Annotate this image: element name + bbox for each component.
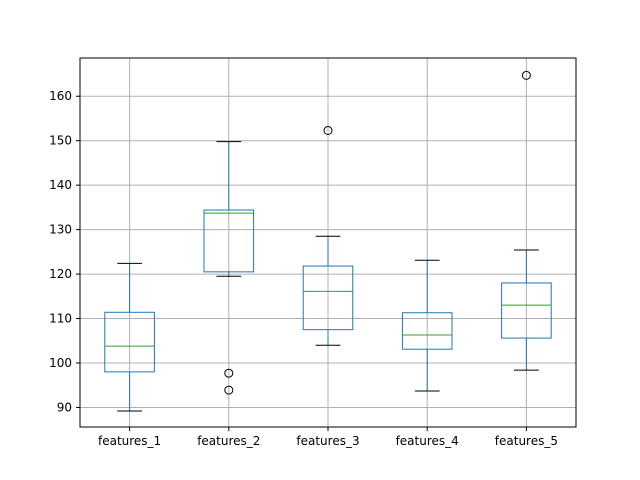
axis-ticks: 90 100 110 120 130 140 150 160 features_1 feature… bbox=[49, 89, 558, 448]
y-tick-label: 130 bbox=[49, 223, 72, 237]
x-tick-label: features_4 bbox=[396, 434, 459, 448]
x-tick-label: features_1 bbox=[98, 434, 161, 448]
x-tick-label: features_5 bbox=[495, 434, 558, 448]
x-tick-label: features_2 bbox=[197, 434, 260, 448]
iqr-box bbox=[501, 282, 552, 339]
box-group-features_4 bbox=[401, 259, 453, 392]
y-tick-label: 100 bbox=[49, 356, 72, 370]
box-group-features_1 bbox=[104, 262, 155, 412]
iqr-box bbox=[203, 209, 255, 273]
iqr-box bbox=[104, 311, 155, 373]
y-tick-label: 150 bbox=[49, 134, 72, 148]
box-elements bbox=[104, 70, 552, 412]
y-tick-label: 90 bbox=[57, 400, 72, 414]
x-tick-label: features_3 bbox=[296, 434, 359, 448]
outlier-point bbox=[521, 70, 531, 80]
outlier-point bbox=[224, 368, 234, 378]
box-group-features_5 bbox=[501, 70, 552, 371]
outlier-point bbox=[323, 125, 333, 135]
y-tick-label: 110 bbox=[49, 312, 72, 326]
y-tick-label: 160 bbox=[49, 89, 72, 103]
box-group-features_2 bbox=[203, 141, 255, 395]
outlier-point bbox=[224, 385, 234, 395]
box-group-features_3 bbox=[302, 125, 354, 346]
y-tick-label: 120 bbox=[49, 267, 72, 281]
iqr-box bbox=[401, 312, 453, 350]
plot-frame bbox=[79, 57, 577, 428]
y-tick-label: 140 bbox=[49, 178, 72, 192]
iqr-box bbox=[302, 265, 354, 331]
